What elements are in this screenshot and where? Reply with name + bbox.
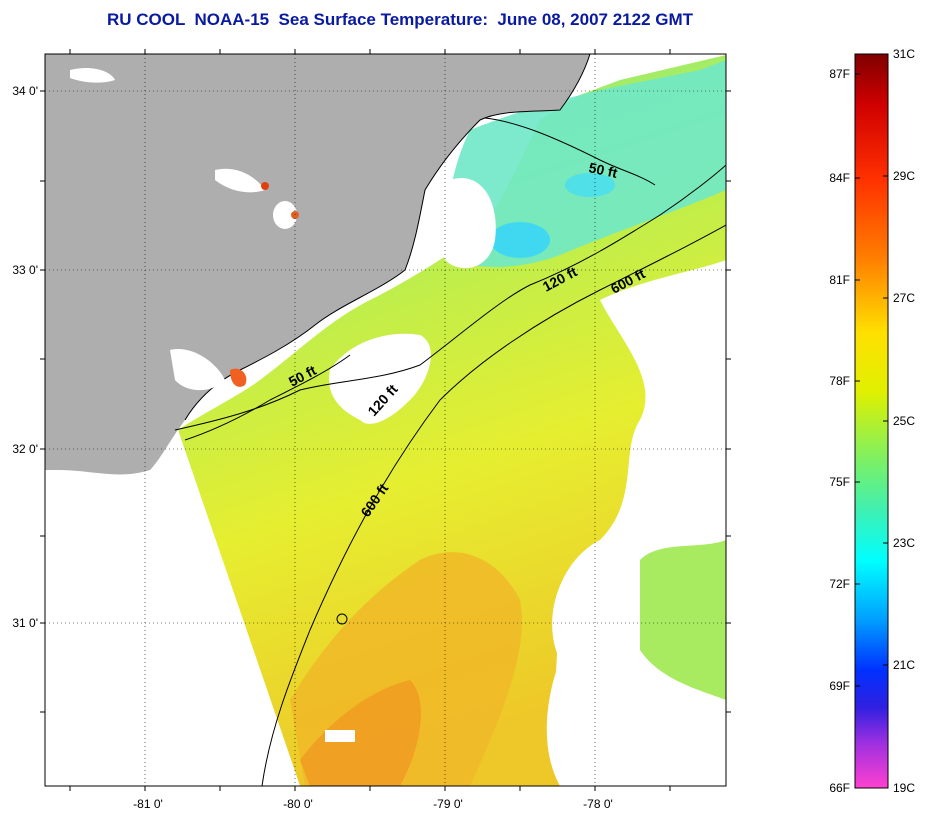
colorbar: 87F 84F 81F 78F 75F 72F 69F 66F 31C 29C …: [829, 47, 915, 795]
warm-pixel: [261, 182, 269, 190]
colorbar-fahrenheit-label: 84F: [829, 171, 850, 185]
cool-water-region: [447, 60, 726, 267]
colorbar-celsius-label: 25C: [893, 414, 915, 428]
cloud-area: [325, 730, 355, 742]
sst-patch: [640, 540, 726, 700]
colorbar-celsius-label: 19C: [893, 781, 915, 795]
cold-spot: [490, 222, 550, 258]
lake: [215, 168, 265, 193]
map-frame: [44, 53, 727, 787]
cloud-area: [435, 178, 496, 269]
contour-50ft-north: [484, 117, 656, 186]
colorbar-celsius-label: 23C: [893, 536, 915, 550]
no-data-area: [45, 430, 300, 786]
colorbar-fahrenheit-label: 69F: [829, 679, 850, 693]
colorbar-celsius-label: 29C: [893, 169, 915, 183]
lake: [170, 349, 225, 391]
contour-label: 50 ft: [587, 159, 619, 181]
colorbar-celsius-label: 21C: [893, 658, 915, 672]
lon-tick-label: -81 0': [133, 797, 163, 811]
colorbar-fahrenheit-label: 87F: [829, 67, 850, 81]
contour-50ft-south: [184, 354, 351, 441]
coastline: [184, 54, 591, 421]
lake: [273, 201, 297, 229]
graticule: [45, 54, 726, 786]
warm-core: [300, 680, 421, 786]
colorbar-fahrenheit-label: 78F: [829, 374, 850, 388]
colorbar-fahrenheit-label: 72F: [829, 577, 850, 591]
warm-pixel: [230, 368, 247, 387]
cloud-area: [329, 333, 431, 424]
lat-tick-label: 33 0': [12, 263, 38, 277]
lon-tick-label: -79 0': [433, 797, 463, 811]
cold-spot: [565, 173, 615, 197]
cloud-area: [555, 598, 612, 700]
lat-tick-label: 31 0': [12, 616, 38, 630]
colorbar-celsius-label: 27C: [893, 291, 915, 305]
colorbar-fahrenheit-label: 81F: [829, 273, 850, 287]
lon-tick-label: -80 0': [283, 797, 313, 811]
colorbar-gradient: [854, 53, 889, 789]
tick-marks: [40, 49, 731, 791]
colorbar-fahrenheit-label: 66F: [829, 781, 850, 795]
contour-seamount: [336, 613, 348, 625]
contour-120ft: [174, 164, 726, 431]
map-title: RU COOL NOAA-15 Sea Surface Temperature:…: [106, 10, 694, 29]
colorbar-fahrenheit-label: 75F: [829, 475, 850, 489]
colorbar-celsius-label: 31C: [893, 47, 915, 61]
lon-tick-label: -78 0': [583, 797, 613, 811]
contour-600ft: [261, 224, 726, 786]
lat-tick-label: 34 0': [12, 84, 38, 98]
lat-tick-label: 32 0': [12, 442, 38, 456]
lake: [70, 68, 115, 83]
